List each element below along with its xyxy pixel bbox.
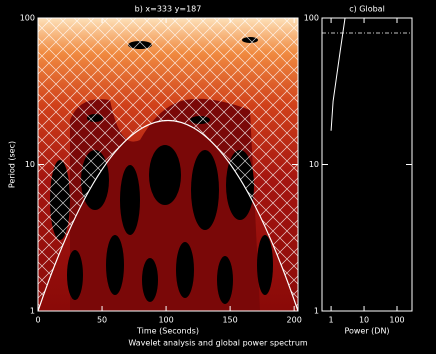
y-tick-label: 1 — [314, 307, 319, 316]
y-tick-label: 10 — [25, 160, 35, 169]
x-tick-label: 200 — [287, 316, 302, 325]
x-tick-label: 1 — [329, 316, 334, 325]
x-tick-label: 50 — [97, 316, 107, 325]
caption: Wavelet analysis and global power spectr… — [128, 339, 308, 348]
y-tick-label: 100 — [304, 14, 319, 23]
coi-curve — [38, 120, 298, 311]
panel-title: c) Global — [349, 5, 385, 14]
x-tick-label: 10 — [359, 316, 369, 325]
wavelet-image — [38, 18, 298, 311]
x-tick-label: 100 — [389, 316, 404, 325]
x-tick-label: 100 — [158, 316, 173, 325]
y-tick-label: 1 — [30, 307, 35, 316]
coi-hatch — [38, 18, 298, 311]
global-power-line — [330, 17, 346, 131]
y-tick-label: 100 — [20, 14, 35, 23]
x-tick-label: 0 — [35, 316, 40, 325]
panel-title: b) x=333 y=187 — [135, 5, 202, 14]
x-tick-label: 150 — [222, 316, 237, 325]
y-axis-label: Period (sec) — [8, 141, 17, 188]
y-tick-label: 10 — [309, 160, 319, 169]
x-axis-label: Time (Seconds) — [136, 327, 199, 336]
x-axis-label: Power (DN) — [344, 327, 389, 336]
